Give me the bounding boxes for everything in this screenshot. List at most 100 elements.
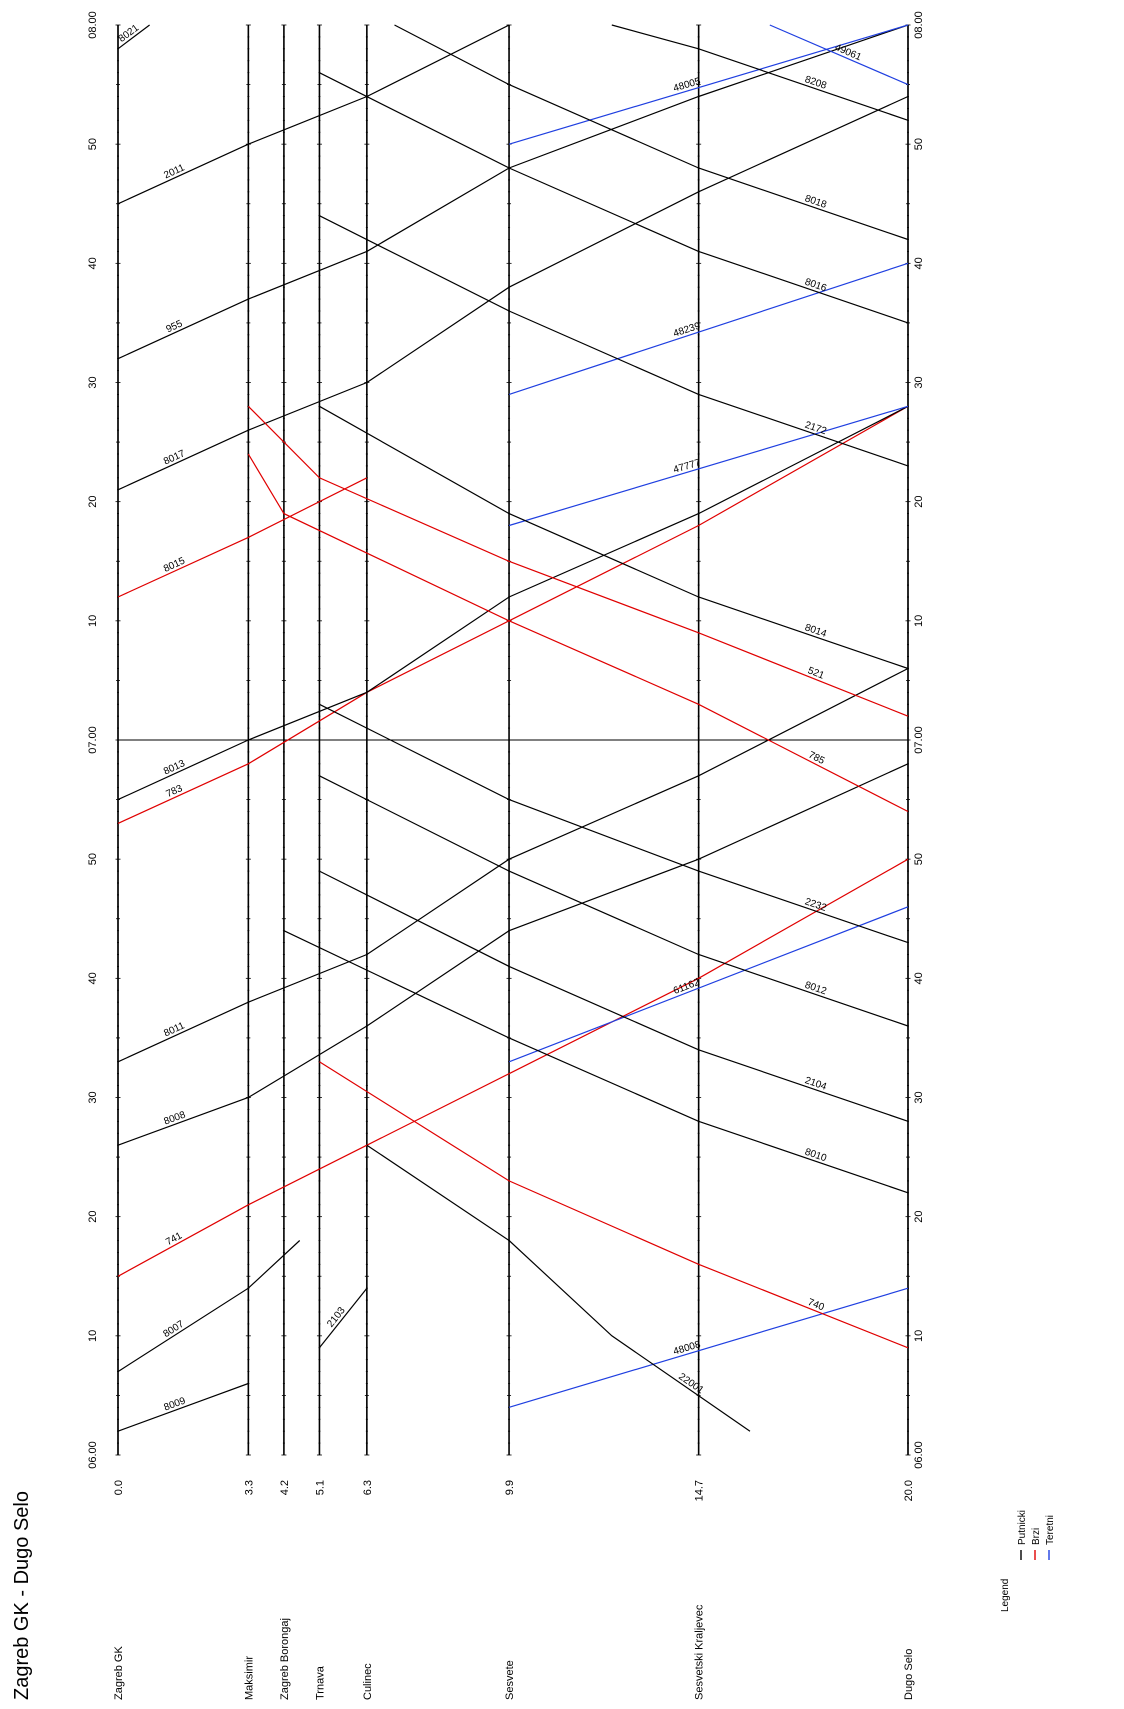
legend-entry: Brzi: [1031, 1528, 1042, 1545]
train-path: [366, 1144, 751, 1432]
station-name: Trnava: [314, 1665, 326, 1700]
time-tick-label-left: 07.00: [87, 726, 99, 754]
train-number-label: 8017: [162, 448, 187, 467]
time-axes: 06.00 06.00 10 10 20 20 30 30 40 40 50 50 07.00 07.00…: [87, 11, 925, 1469]
station-km: 14.7: [694, 1480, 706, 1501]
station-km: 4.2: [279, 1480, 291, 1495]
time-tick-label-right: 06.00: [913, 1441, 925, 1469]
train-number-label: 521: [806, 665, 826, 682]
time-tick-label-left: 20: [87, 1211, 99, 1223]
train-path: [319, 703, 909, 944]
train-path: [117, 24, 510, 205]
time-tick-label-right: 20: [913, 1211, 925, 1223]
train-path: [508, 262, 909, 395]
page-title: Zagreb GK - Dugo Selo: [11, 1491, 33, 1700]
train-number-label: 48008: [672, 1339, 702, 1358]
train-path: [769, 24, 909, 86]
station-km: 5.1: [314, 1480, 326, 1495]
station-axis: 0.0 Zagreb GK 3.3 Maksimir 4.2 Zagreb Boronga…: [113, 1480, 915, 1700]
train-number-label: 741: [164, 1230, 184, 1248]
legend: Legend Putnicki Brzi Teretni: [1000, 1510, 1056, 1612]
train-path: [394, 24, 909, 241]
train-path: [117, 405, 909, 801]
time-tick-label-left: 40: [87, 257, 99, 269]
time-tick-label-left: 30: [87, 376, 99, 388]
time-tick-label-left: 50: [87, 138, 99, 150]
train-number-label: 61162: [672, 977, 702, 997]
time-tick-label-right: 30: [913, 376, 925, 388]
train-path: [117, 667, 909, 1063]
time-tick-label-left: 08.00: [87, 11, 99, 39]
train-path: [117, 1382, 249, 1432]
train-path: [247, 453, 909, 813]
station-name: Zagreb GK: [113, 1646, 125, 1700]
train-path: [611, 24, 909, 121]
train-number-label: 740: [806, 1297, 826, 1314]
legend-entry: Putnicki: [1017, 1510, 1028, 1545]
train-path: [117, 95, 909, 491]
train-number-label: 8021: [117, 22, 142, 44]
train-path: [283, 930, 909, 1194]
train-number-label: 783: [165, 783, 185, 800]
train-path: [319, 870, 909, 1122]
time-tick-label-right: 30: [913, 1091, 925, 1103]
train-number-label: 48239: [672, 320, 702, 339]
time-tick-label-left: 10: [87, 615, 99, 627]
train-path: [117, 477, 368, 598]
train-path: [319, 215, 909, 467]
train-path: [117, 1240, 301, 1373]
grid-lines: [115, 24, 911, 1456]
time-tick-label-left: 40: [87, 972, 99, 984]
time-tick-label-right: 10: [913, 1330, 925, 1342]
time-tick-label-left: 20: [87, 496, 99, 508]
station-name: Sesvetski Kraljevec: [694, 1604, 706, 1700]
train-path: [247, 405, 909, 717]
train-path: [508, 24, 909, 145]
train-path: [318, 1287, 368, 1349]
station-km: 6.3: [362, 1480, 374, 1495]
station-name: Culinec: [362, 1663, 374, 1700]
time-tick-label-right: 10: [913, 615, 925, 627]
train-path: [319, 775, 909, 1027]
train-path: [117, 858, 909, 1277]
time-tick-label-left: 30: [87, 1091, 99, 1103]
station-name: Sesvete: [504, 1660, 516, 1700]
station-km: 0.0: [113, 1480, 125, 1495]
time-tick-label-right: 40: [913, 257, 925, 269]
train-path: [117, 405, 909, 824]
station-name: Dugo Selo: [903, 1649, 915, 1700]
train-path: [319, 1061, 909, 1349]
train-number-label: 8015: [162, 555, 187, 574]
train-number-label: 48005: [672, 76, 702, 95]
train-number-label: 8007: [161, 1319, 186, 1340]
train-path: [117, 24, 150, 50]
time-tick-label-left: 50: [87, 853, 99, 865]
legend-label: Legend: [1000, 1579, 1011, 1612]
train-number-label: 47777: [672, 457, 702, 476]
time-tick-label-right: 20: [913, 496, 925, 508]
train-path: [117, 24, 909, 360]
station-km: 20.0: [903, 1480, 915, 1501]
time-tick-label-right: 40: [913, 972, 925, 984]
time-tick-label-right: 50: [913, 853, 925, 865]
station-name: Zagreb Borongaj: [279, 1618, 291, 1700]
train-number-label: 955: [165, 318, 185, 335]
time-tick-label-right: 50: [913, 138, 925, 150]
train-path: [319, 405, 909, 670]
train-path: [508, 906, 909, 1063]
time-tick-label-right: 07.00: [913, 726, 925, 754]
train-number-label: 785: [806, 750, 826, 768]
time-tick-label-right: 08.00: [913, 11, 925, 39]
station-km: 9.9: [504, 1480, 516, 1495]
train-path: [508, 405, 909, 527]
train-number-label: 2103: [325, 1305, 348, 1330]
time-tick-label-left: 06.00: [87, 1441, 99, 1469]
train-path: [508, 1287, 909, 1408]
train-number-label: 8013: [162, 758, 187, 777]
time-tick-label-left: 10: [87, 1330, 99, 1342]
legend-entry: Teretni: [1045, 1515, 1056, 1545]
station-km: 3.3: [243, 1480, 255, 1495]
station-name: Maksimir: [243, 1656, 255, 1700]
